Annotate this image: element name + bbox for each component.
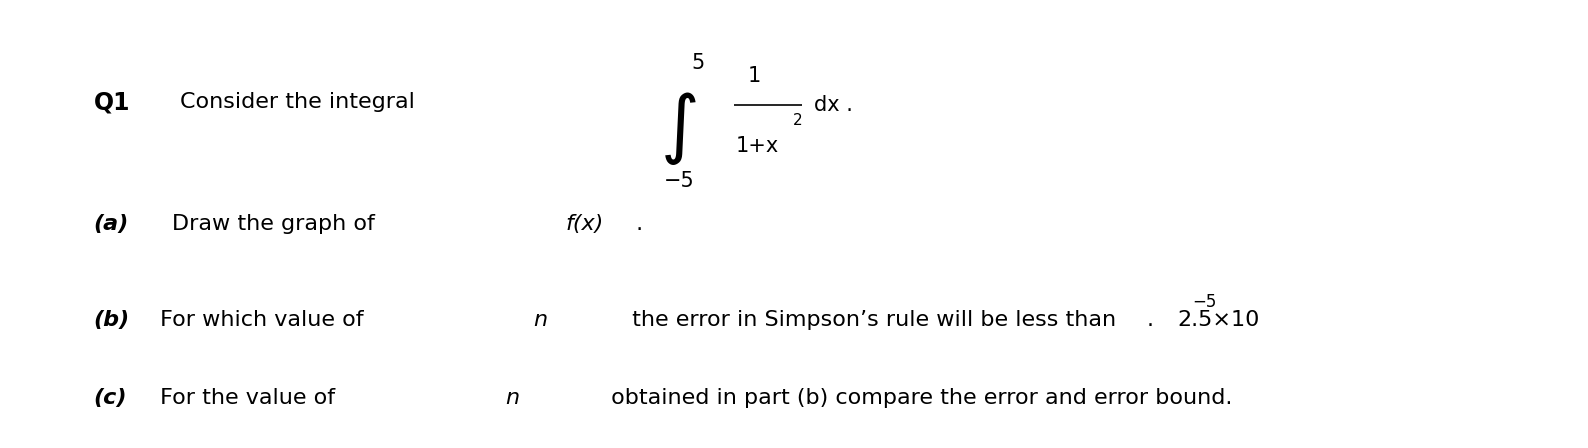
Text: n: n xyxy=(505,388,519,408)
Text: n: n xyxy=(534,310,548,330)
Text: obtained in part (b) compare the error and error bound.: obtained in part (b) compare the error a… xyxy=(603,388,1232,408)
Text: the error in Simpson’s rule will be less than: the error in Simpson’s rule will be less… xyxy=(626,310,1124,330)
Text: Draw the graph of: Draw the graph of xyxy=(172,214,383,234)
Text: 2.5×10: 2.5×10 xyxy=(1177,310,1259,330)
Text: (b): (b) xyxy=(94,310,130,330)
Text: −5: −5 xyxy=(664,171,694,190)
Text: 2: 2 xyxy=(792,113,802,129)
Text: $\int$: $\int$ xyxy=(661,90,697,167)
Text: Q1: Q1 xyxy=(94,90,130,114)
Text: −5: −5 xyxy=(1193,293,1216,311)
Text: 1+x: 1+x xyxy=(735,136,780,156)
Text: (c): (c) xyxy=(94,388,127,408)
Text: For which value of: For which value of xyxy=(154,310,372,330)
Text: .: . xyxy=(1147,310,1153,330)
Text: dx .: dx . xyxy=(815,95,853,115)
Text: (a): (a) xyxy=(94,214,129,234)
Text: f(x): f(x) xyxy=(565,214,603,234)
Text: 5: 5 xyxy=(692,53,705,73)
Text: 1: 1 xyxy=(748,66,761,86)
Text: .: . xyxy=(629,214,643,234)
Text: For the value of: For the value of xyxy=(154,388,343,408)
Text: Consider the integral: Consider the integral xyxy=(179,92,414,112)
